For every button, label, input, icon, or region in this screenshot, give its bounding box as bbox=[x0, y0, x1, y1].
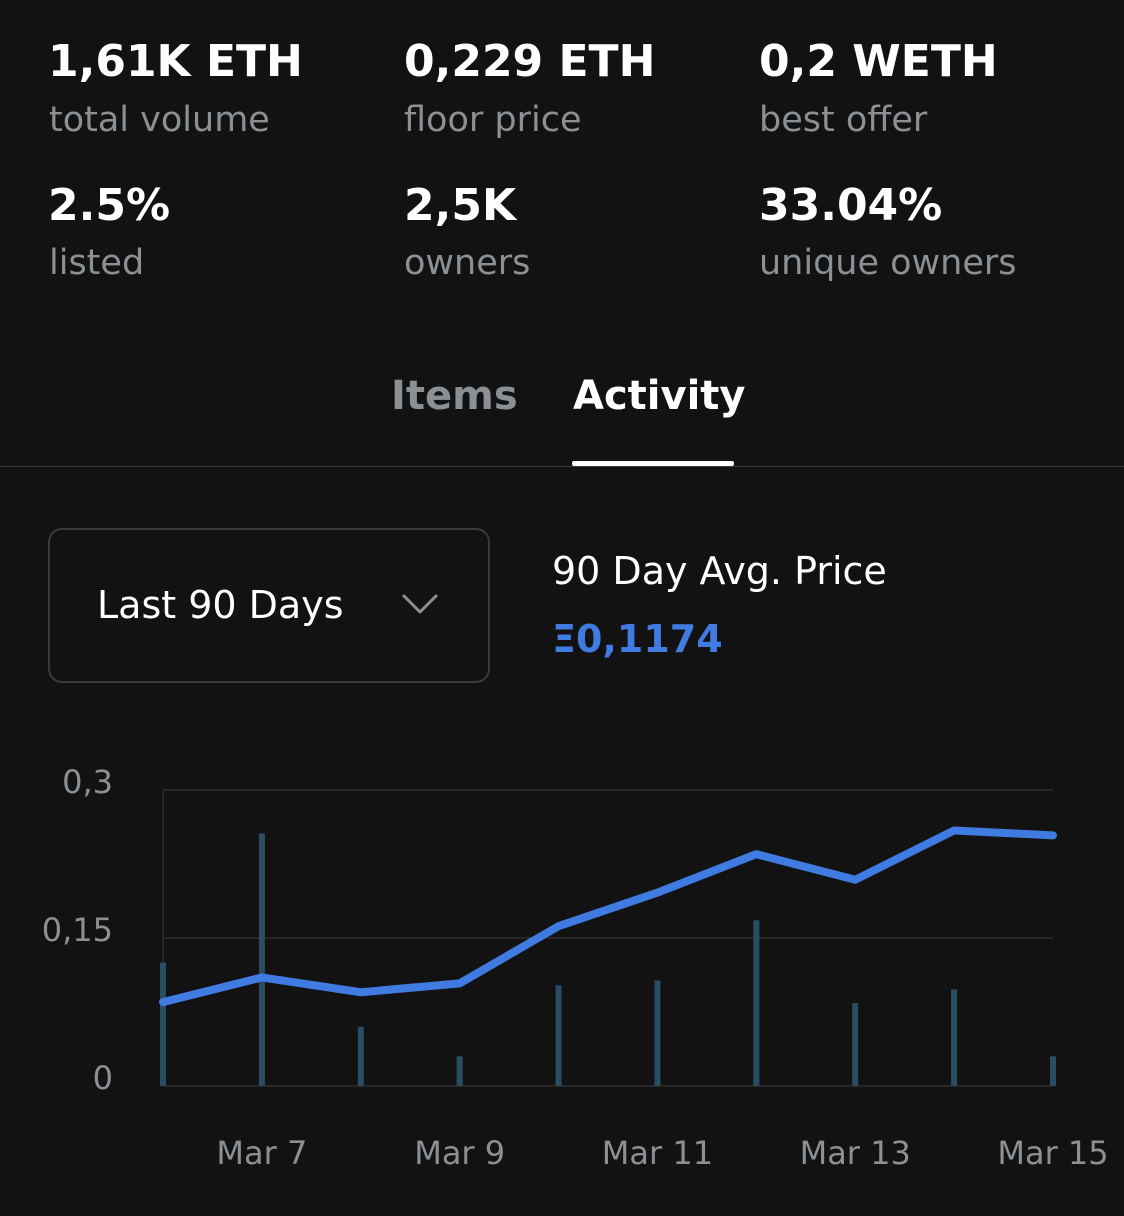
active-tab-indicator bbox=[572, 461, 734, 466]
stat-label: unique owners bbox=[759, 243, 1017, 283]
volume-bar bbox=[753, 920, 760, 1086]
volume-bar bbox=[555, 985, 562, 1086]
x-tick-label: Mar 11 bbox=[602, 1134, 713, 1172]
volume-bar bbox=[951, 989, 958, 1086]
x-tick-label: Mar 9 bbox=[414, 1134, 505, 1172]
time-range-dropdown[interactable]: Last 90 Days bbox=[48, 528, 490, 683]
stat-value: 1,61K ETH bbox=[48, 36, 303, 87]
volume-bar bbox=[456, 1056, 463, 1086]
stat-label: total volume bbox=[49, 100, 270, 140]
y-tick-label: 0,3 bbox=[62, 763, 113, 801]
stat-value: 2.5% bbox=[48, 180, 171, 231]
volume-bar bbox=[160, 962, 166, 1086]
avg-price-title: 90 Day Avg. Price bbox=[552, 549, 887, 593]
x-tick-label: Mar 15 bbox=[997, 1134, 1108, 1172]
volume-bar bbox=[1050, 1056, 1056, 1086]
volume-bar bbox=[654, 980, 661, 1086]
chevron-down-icon bbox=[402, 594, 438, 614]
stat-label: floor price bbox=[404, 100, 582, 140]
y-tick-label: 0,15 bbox=[42, 911, 113, 949]
time-range-label: Last 90 Days bbox=[97, 583, 344, 627]
stat-value: 2,5K bbox=[404, 180, 517, 231]
volume-bar bbox=[357, 1026, 364, 1086]
stat-label: best offer bbox=[759, 100, 928, 140]
tab-items[interactable]: Items bbox=[391, 373, 518, 419]
tabs-divider bbox=[0, 466, 1124, 467]
volume-bar bbox=[258, 833, 265, 1086]
price-line bbox=[159, 826, 1057, 1007]
stat-label: listed bbox=[49, 243, 145, 283]
y-tick-label: 0 bbox=[93, 1059, 113, 1097]
stat-value: 33.04% bbox=[759, 180, 943, 231]
price-volume-chart: 0,3 0,15 0 Mar 7 Mar 9 Mar 11 Mar 13 Mar 15 bbox=[42, 763, 1109, 1172]
stat-value: 0,2 WETH bbox=[759, 36, 998, 87]
tab-activity[interactable]: Activity bbox=[573, 373, 746, 419]
volume-bar bbox=[852, 1003, 859, 1086]
avg-price-value: Ξ0,1174 bbox=[552, 617, 723, 661]
x-tick-label: Mar 13 bbox=[800, 1134, 911, 1172]
stat-value: 0,229 ETH bbox=[404, 36, 656, 87]
stat-label: owners bbox=[404, 243, 531, 283]
x-tick-label: Mar 7 bbox=[216, 1134, 307, 1172]
